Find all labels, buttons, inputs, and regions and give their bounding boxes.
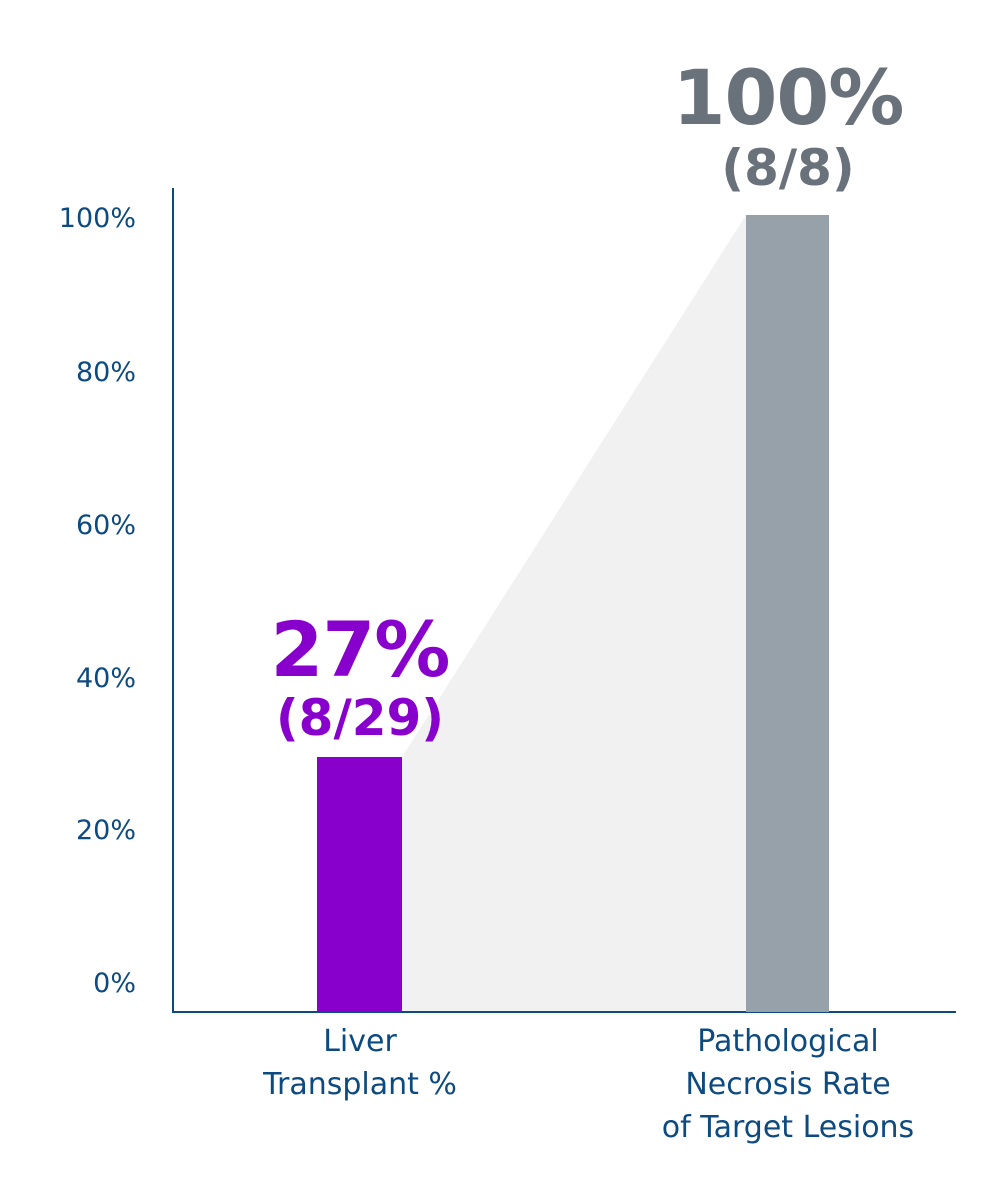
bar-pathological-necrosis-percent: 100% bbox=[672, 53, 905, 142]
x-label-line: Necrosis Rate bbox=[685, 1067, 891, 1102]
bar-pathological-necrosis bbox=[746, 215, 829, 1012]
y-tick-20: 20% bbox=[75, 815, 136, 846]
x-label-line: Pathological bbox=[697, 1024, 879, 1059]
bar-liver-transplant bbox=[317, 757, 402, 1012]
y-tick-0: 0% bbox=[93, 968, 136, 999]
bar-liver-transplant-fraction: (8/29) bbox=[275, 689, 445, 747]
y-tick-80: 80% bbox=[75, 357, 136, 388]
y-tick-60: 60% bbox=[75, 510, 136, 541]
x-axis-line bbox=[172, 1011, 956, 1013]
x-label-liver-transplant: Liver Transplant % bbox=[210, 1020, 510, 1106]
x-label-line: Transplant % bbox=[263, 1067, 457, 1102]
bar-liver-transplant-percent: 27% bbox=[270, 605, 451, 694]
bar-pathological-necrosis-fraction: (8/8) bbox=[721, 139, 855, 197]
x-label-pathological-necrosis: Pathological Necrosis Rate of Target Les… bbox=[618, 1020, 958, 1149]
y-axis-line bbox=[172, 188, 174, 1013]
x-label-line: of Target Lesions bbox=[661, 1110, 915, 1145]
y-tick-40: 40% bbox=[75, 663, 136, 694]
x-label-line: Liver bbox=[323, 1024, 397, 1059]
y-tick-100: 100% bbox=[58, 203, 136, 234]
